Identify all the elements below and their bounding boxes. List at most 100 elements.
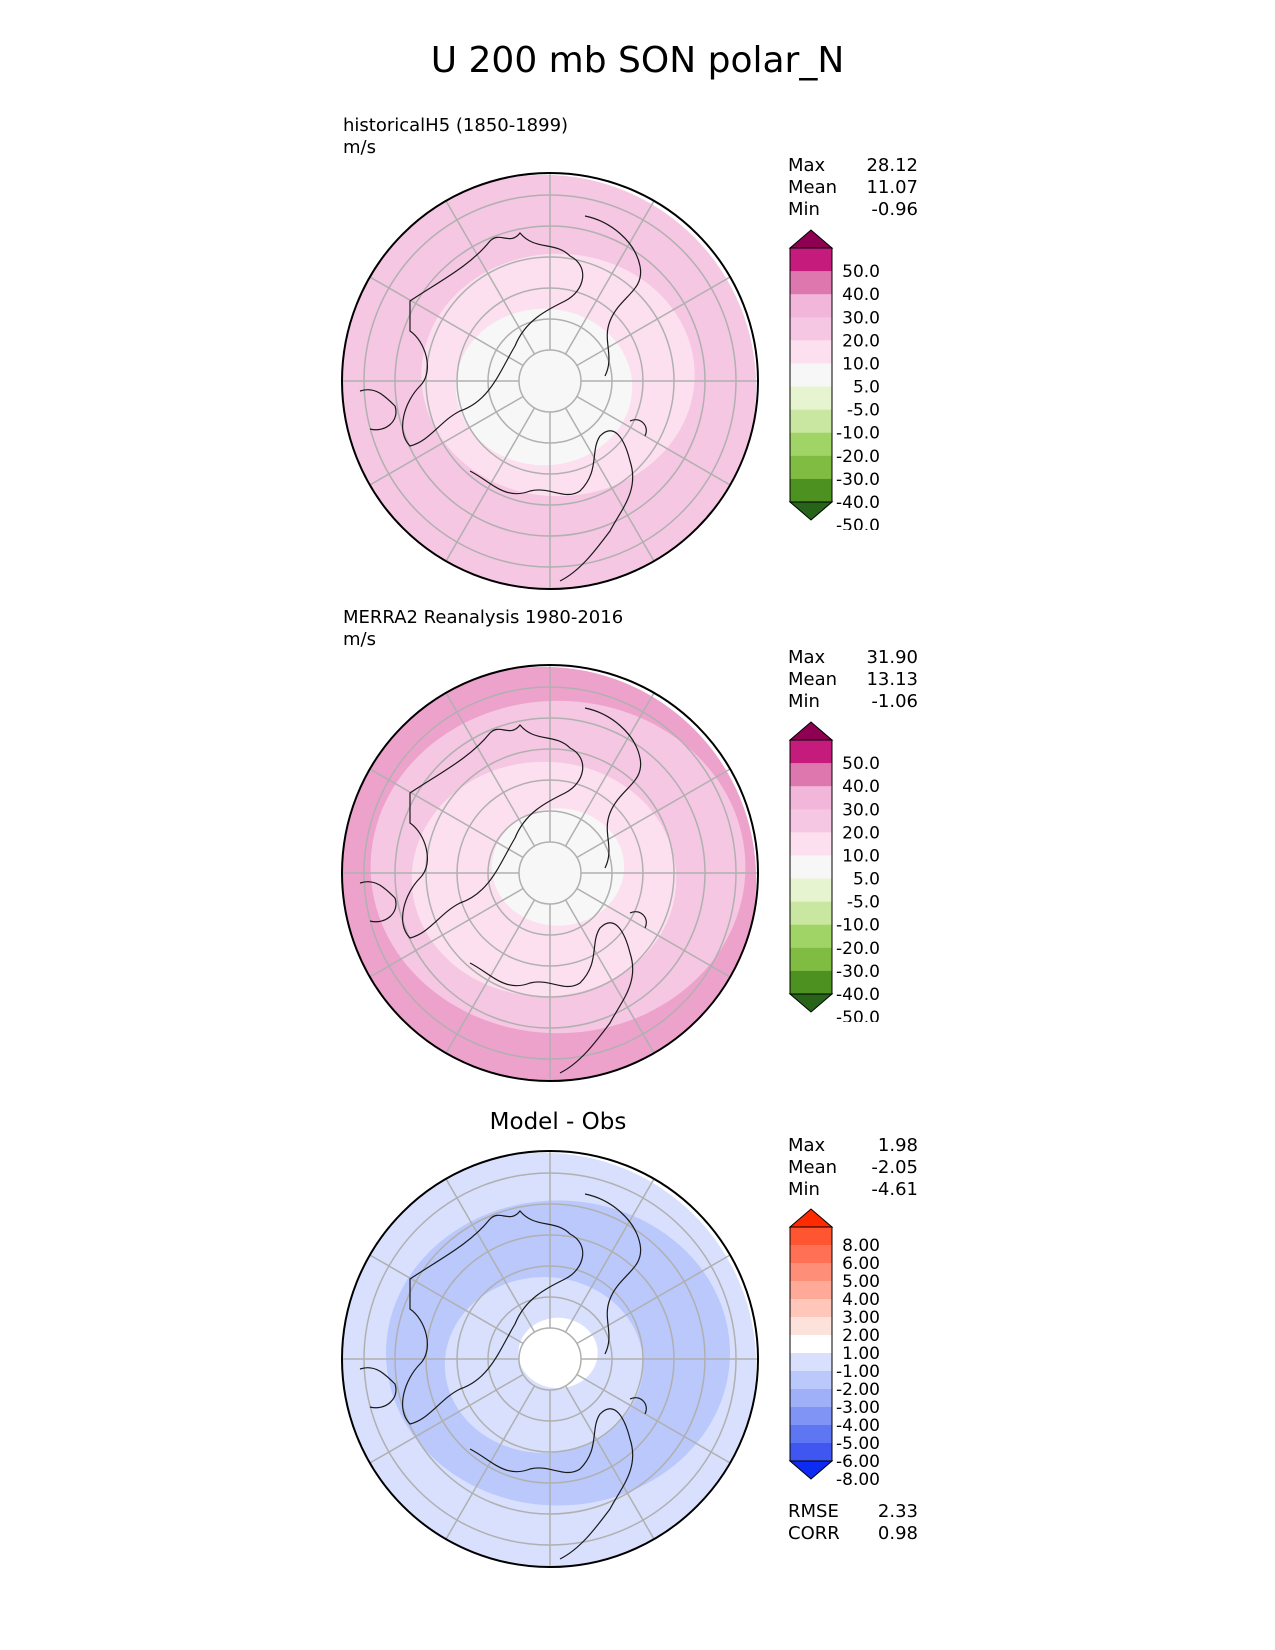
colorbar-segment — [790, 1299, 832, 1318]
meridian-gridline — [576, 1254, 731, 1345]
colorbar-tick-label: 20.0 — [842, 823, 880, 843]
contour-region — [518, 1317, 598, 1389]
meridian-gridline — [369, 276, 524, 367]
meridian-gridline — [369, 1373, 524, 1464]
stats-box: Max 1.98 Mean -2.05 Min -4.61 — [788, 1135, 918, 1201]
colorbar-segment — [790, 740, 832, 764]
colorbar-segment — [790, 1335, 832, 1354]
colorbar-tick-label: 50.0 — [842, 754, 880, 774]
meridian-gridline — [576, 395, 731, 486]
meridian-gridline — [445, 200, 536, 355]
colorbar-segment — [790, 878, 832, 903]
stat-value-max: 31.90 — [866, 647, 918, 668]
coastline — [629, 1397, 647, 1415]
map-boundary — [341, 172, 759, 590]
colorbar-segment — [790, 1371, 832, 1390]
colorbar-segment — [790, 1389, 832, 1408]
extra-stats-box: RMSE 2.33 CORR 0.98 — [788, 1501, 918, 1545]
colorbar: 50.0 40.0 30.0 20.0 10.0 5.0 -5.0 -10.0 -20.0 -30… — [788, 229, 880, 530]
colorbar-segment — [790, 1407, 832, 1426]
stat-label-mean: Mean — [788, 669, 838, 690]
colorbar-tick-label: 5.00 — [842, 1272, 880, 1292]
colorbar-segment — [790, 432, 832, 457]
colorbar-tick-label: 10.0 — [842, 846, 880, 866]
stat-value-mean: 13.13 — [866, 669, 918, 690]
colorbar-extend-top — [788, 229, 834, 249]
panel-obs: MERRA2 Reanalysis 1980-2016 m/s Max 31.90… — [0, 607, 1275, 1082]
coastline — [629, 419, 647, 437]
colorbar-tick-label: -1.00 — [836, 1362, 880, 1382]
colorbar-tick-label: -10.0 — [836, 424, 880, 444]
contour-region — [455, 308, 633, 466]
stat-value-rmse: 2.33 — [877, 1501, 918, 1522]
meridian-gridline — [369, 887, 524, 978]
stat-label-mean: Mean — [788, 177, 838, 198]
colorbar-segment — [790, 1281, 832, 1300]
stat-label-corr: CORR — [788, 1523, 840, 1544]
stat-value-corr: 0.98 — [877, 1523, 918, 1544]
colorbar-tick-label: 5.0 — [853, 870, 880, 890]
panel-title: Model - Obs — [489, 1109, 627, 1135]
meridian-gridline — [369, 1254, 524, 1345]
coastline — [401, 232, 584, 447]
colorbar-segment — [790, 294, 832, 318]
stat-value-min: -0.96 — [871, 199, 918, 220]
colorbar-tick-label: 4.00 — [842, 1290, 880, 1310]
colorbar: 8.006.005.004.003.002.001.00-1.00-2.00-3… — [788, 1208, 880, 1489]
meridian-gridline — [564, 407, 655, 562]
colorbar-tick-label: -6.00 — [836, 1452, 880, 1472]
coastline — [469, 922, 634, 1074]
colorbar-extend-bottom — [788, 1460, 834, 1480]
colorbar-segment — [790, 763, 832, 787]
colorbar-frame — [789, 1226, 833, 1462]
meridian-gridline — [564, 1178, 655, 1333]
colorbar-tick-label: -40.0 — [836, 493, 880, 513]
colorbar-segment — [790, 317, 832, 341]
colorbar-segment — [790, 947, 832, 972]
map-fill-group — [342, 665, 758, 1081]
stat-value-min: -4.61 — [871, 1179, 918, 1200]
colorbar-tick-label: -10.0 — [836, 916, 880, 936]
colorbar-tick-label: -8.00 — [836, 1470, 880, 1489]
polar-map — [341, 1150, 759, 1568]
colorbar-segment — [790, 478, 832, 503]
coastline — [584, 1193, 642, 1355]
stat-value-mean: 11.07 — [866, 177, 918, 198]
colorbar-tick-label: -30.0 — [836, 962, 880, 982]
colorbar-tick-label: -20.0 — [836, 447, 880, 467]
colorbar-tick-label: 50.0 — [842, 262, 880, 282]
meridian-gridline — [564, 200, 655, 355]
colorbar-tick-label: -4.00 — [836, 1416, 880, 1436]
coastline — [584, 215, 642, 377]
coastline — [401, 724, 584, 939]
colorbar-tick-label: 8.00 — [842, 1236, 880, 1256]
panel-diff: Model - Obs Max 1.98 Mean -2.05 Min -4.61 8… — [0, 1109, 1275, 1569]
colorbar-segment — [790, 1245, 832, 1264]
colorbar-tick-label: -3.00 — [836, 1398, 880, 1418]
colorbar-tick-label: 6.00 — [842, 1254, 880, 1274]
colorbar-tick-label: -40.0 — [836, 985, 880, 1005]
stat-label-rmse: RMSE — [788, 1501, 839, 1522]
meridian-gridline — [576, 1373, 731, 1464]
map-boundary — [341, 664, 759, 1082]
colorbar-tick-label: 40.0 — [842, 777, 880, 797]
meridian-gridline — [369, 395, 524, 486]
contour-region — [491, 808, 625, 926]
figure-title: U 200 mb SON polar_N — [430, 40, 845, 81]
colorbar-segment — [790, 1263, 832, 1282]
colorbar-segment — [790, 340, 832, 364]
colorbar-tick-label: -30.0 — [836, 470, 880, 490]
coastline — [469, 1408, 634, 1560]
colorbar-extend-bottom — [788, 993, 834, 1013]
colorbar-frame — [789, 247, 833, 503]
colorbar-tick-label: -2.00 — [836, 1380, 880, 1400]
colorbar-tick-label: 30.0 — [842, 308, 880, 328]
colorbar-segment — [790, 271, 832, 295]
colorbar-segment — [790, 248, 832, 272]
meridian-gridline — [576, 768, 731, 859]
panel-title: historicalH5 (1850-1899) — [343, 115, 569, 136]
colorbar-frame — [789, 739, 833, 995]
coastline — [584, 707, 642, 869]
panel-units: m/s — [343, 137, 376, 158]
stat-label-max: Max — [788, 647, 826, 668]
